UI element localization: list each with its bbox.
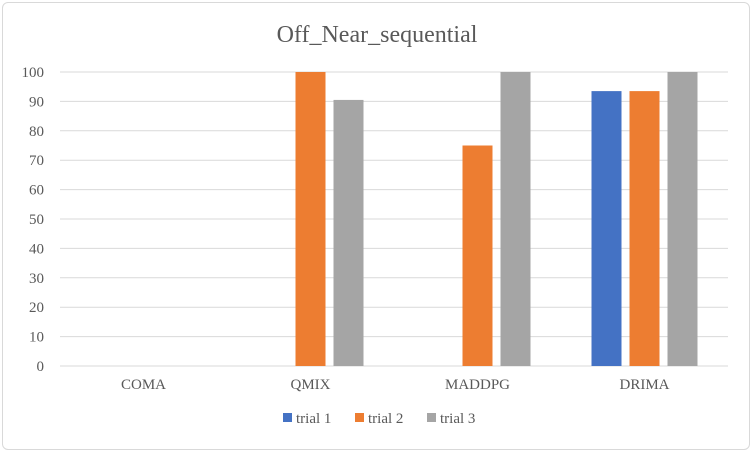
bar-trial-3-drima: [667, 72, 698, 366]
y-tick-label: 80: [29, 124, 44, 140]
y-tick-label: 60: [29, 183, 44, 199]
legend-label: trial 3: [440, 411, 475, 427]
chart-title: Off_Near_sequential: [277, 22, 478, 48]
bars: [295, 72, 698, 367]
x-category-label: MADDPG: [445, 377, 510, 393]
y-tick-label: 40: [29, 241, 44, 257]
bar-trial-2-qmix: [295, 72, 326, 366]
legend-label: trial 2: [368, 411, 403, 427]
bar-trial-2-drima: [629, 91, 660, 367]
chart-frame: [2, 2, 750, 450]
legend-swatch: [283, 413, 292, 422]
bar-trial-2-maddpg: [462, 145, 493, 366]
y-tick-label: 50: [29, 212, 44, 228]
y-tick-label: 0: [37, 359, 45, 375]
x-category-label: QMIX: [291, 377, 331, 393]
x-axis-categories: COMA QMIX MADDPG DRIMA: [121, 377, 670, 393]
y-tick-label: 10: [29, 330, 44, 346]
gridlines: [60, 71, 728, 367]
y-tick-label: 70: [29, 153, 44, 169]
bar-trial-1-drima: [591, 91, 622, 367]
legend-swatch: [355, 413, 364, 422]
y-tick-label: 90: [29, 94, 44, 110]
legend: trial 1 trial 2 trial 3: [283, 411, 475, 427]
x-category-label: COMA: [121, 377, 166, 393]
bar-trial-3-qmix: [333, 99, 364, 367]
legend-swatch: [427, 413, 436, 422]
y-tick-label: 20: [29, 300, 44, 316]
y-tick-label: 30: [29, 271, 44, 287]
bar-trial-3-maddpg: [500, 72, 531, 366]
y-tick-label: 100: [22, 65, 45, 81]
x-category-label: DRIMA: [619, 377, 669, 393]
legend-label: trial 1: [296, 411, 331, 427]
y-axis-ticks: 0 10 20 30 40 50 60 70 80 90 100: [22, 65, 45, 375]
